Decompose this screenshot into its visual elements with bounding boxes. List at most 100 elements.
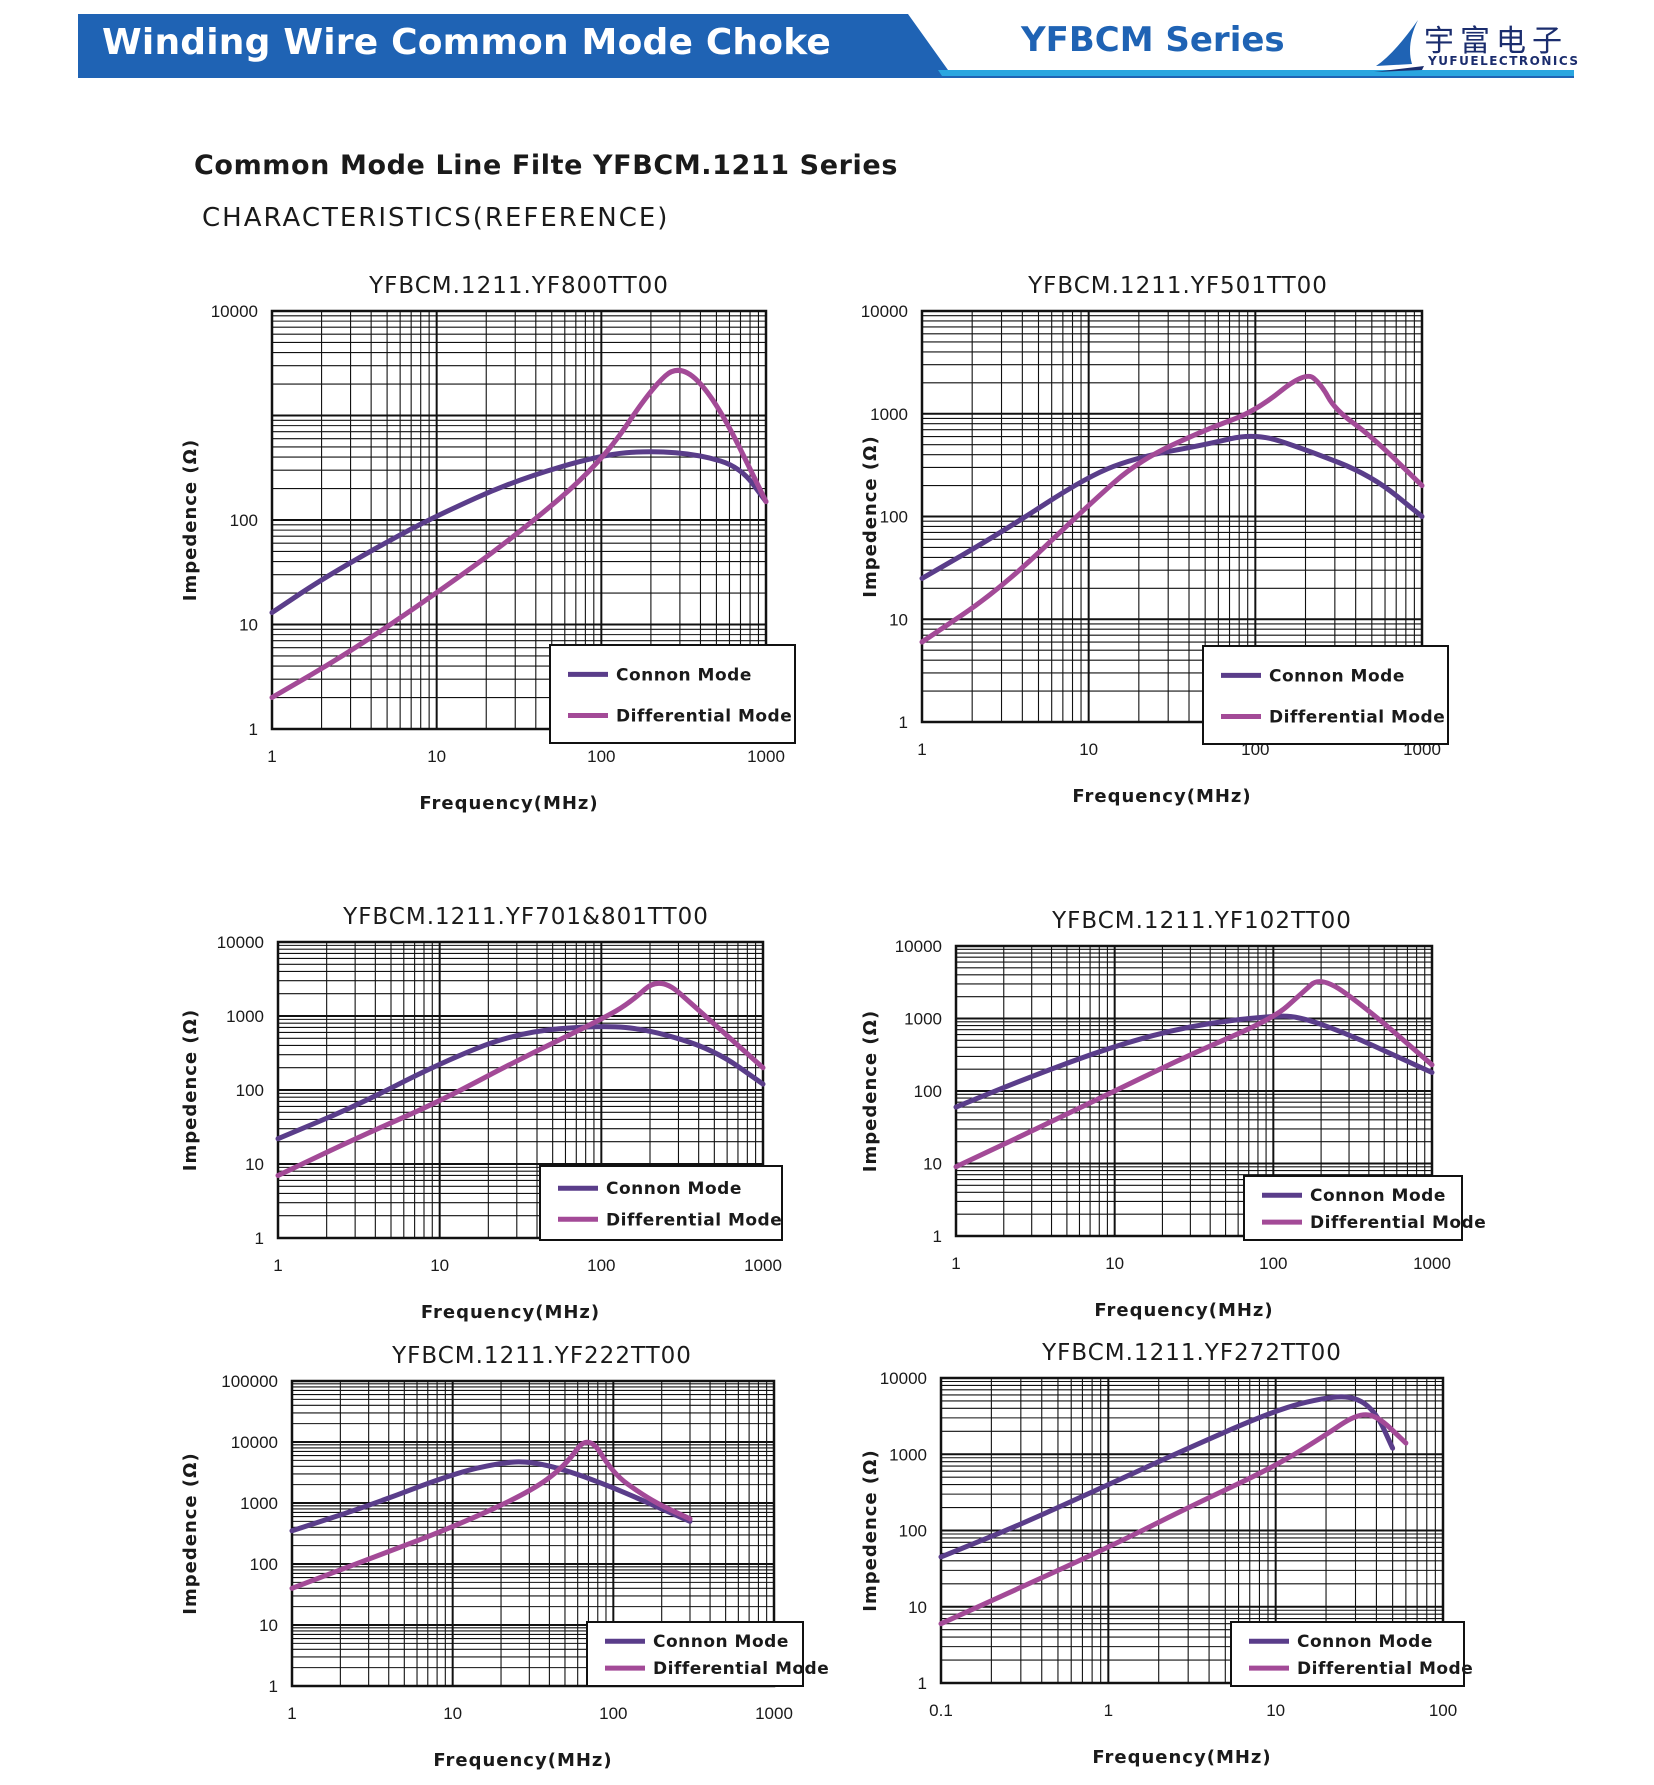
y-tick-label: 1 [269,1677,278,1696]
logo-chinese-text: 宇富电子 [1424,24,1568,59]
legend-box [1243,1175,1463,1241]
y-tick-label: 10000 [217,933,264,952]
legend-box [586,1621,804,1687]
y-tick-label: 1000 [240,1494,278,1513]
y-tick-label: 100 [236,1081,264,1100]
header-band-fill [78,14,1574,78]
series-line-differential-mode [953,979,1435,1170]
series-line-differential-mode [938,1412,1409,1627]
legend-label: Connon Mode [606,1179,742,1199]
y-axis-label: Impedence (Ω) [180,1452,201,1614]
series-line-differential-mode [275,980,766,1178]
chart-5: YFBCM.1211.YF222TT00 1 10 100 1000 10000 10000… [180,1343,829,1771]
x-tick-label: 10 [1079,740,1098,759]
y-tick-label: 10 [889,610,908,629]
chart-title: YFBCM.1211.YF501TT00 [1027,273,1328,299]
y-tick-label: 1000 [226,1007,264,1026]
series-line-common-mode [269,449,769,616]
chart-title: YFBCM.1211.YF102TT00 [1051,908,1352,934]
y-tick-label: 100 [880,508,908,527]
page-header: Winding Wire Common Mode Choke YFBCM Ser… [78,14,1578,78]
y-tick-label: 100000 [221,1372,278,1391]
y-axis-label: Impedence (Ω) [180,1009,201,1171]
logo-mark-icon [1374,20,1424,72]
header-band [78,14,1574,78]
x-tick-label: 1 [287,1704,296,1723]
legend-box [1202,645,1449,745]
chart-title: YFBCM.1211.YF701&801TT00 [342,904,709,930]
x-tick-label: 1 [267,747,276,766]
legend-label: Differential Mode [1269,708,1445,728]
x-tick-label: 1 [917,740,926,759]
y-tick-label: 10 [923,1155,942,1174]
x-tick-label: 1 [951,1254,960,1273]
y-tick-label: 1 [255,1229,264,1248]
x-tick-label: 0.1 [929,1701,953,1720]
legend-label: Connon Mode [1269,666,1405,686]
chart-title: YFBCM.1211.YF272TT00 [1041,1340,1342,1366]
legend-label: Connon Mode [1310,1186,1446,1206]
y-axis-label: Impedence (Ω) [860,435,881,597]
x-tick-label: 10 [443,1704,462,1723]
x-tick-label: 1000 [1413,1254,1451,1273]
y-axis-label: Impedence (Ω) [860,1010,881,1172]
x-axis-label: Frequency(MHz) [419,793,598,814]
x-tick-label: 10 [430,1256,449,1275]
y-tick-label: 1 [899,713,908,732]
legend-box [1230,1621,1465,1687]
x-tick-label: 100 [587,747,615,766]
y-tick-label: 100 [914,1082,942,1101]
header-accent-line [938,70,1574,76]
y-tick-label: 10000 [231,1433,278,1452]
legend-label: Differential Mode [1297,1659,1473,1679]
x-tick-label: 1000 [755,1704,793,1723]
legend-box [539,1165,783,1241]
x-tick-label: 100 [1259,1254,1287,1273]
y-tick-label: 10 [908,1598,927,1617]
x-tick-label: 1000 [744,1256,782,1275]
y-tick-label: 1000 [870,405,908,424]
y-tick-label: 100 [899,1522,927,1541]
series-line-differential-mode [269,367,769,700]
x-axis-label: Frequency(MHz) [433,1750,612,1771]
series-line-common-mode [919,433,1425,581]
y-tick-label: 10 [239,616,258,635]
page-subtitle: CHARACTERISTICS(REFERENCE) [202,203,670,233]
y-tick-label: 10000 [211,302,258,321]
series-line-differential-mode [919,373,1425,645]
y-tick-label: 1 [933,1227,942,1246]
y-axis-label: Impedence (Ω) [860,1449,881,1611]
y-tick-label: 1000 [889,1445,927,1464]
chart-4: YFBCM.1211.YF102TT00 1 10 100 1000 10000 1 10 10… [860,908,1486,1321]
x-tick-label: 1000 [747,747,785,766]
x-axis-label: Frequency(MHz) [1094,1300,1273,1321]
x-tick-label: 100 [587,1256,615,1275]
logo-english-text: YUFUELECTRONICS [1428,54,1580,68]
y-tick-label: 10000 [895,937,942,956]
y-tick-label: 10 [245,1155,264,1174]
series-line-common-mode [289,1459,693,1534]
company-logo: 宇富电子 YUFUELECTRONICS [1372,14,1582,74]
x-axis-label: Frequency(MHz) [1092,1747,1271,1768]
x-axis-label: Frequency(MHz) [421,1302,600,1323]
page-title: Common Mode Line Filte YFBCM.1211 Series [194,150,898,181]
x-tick-label: 1 [1104,1701,1113,1720]
y-tick-label: 1 [249,720,258,739]
x-tick-label: 10 [1105,1254,1124,1273]
x-tick-label: 10 [1266,1701,1285,1720]
y-axis-label: Impedence (Ω) [180,439,201,601]
y-tick-label: 100 [230,511,258,530]
legend-label: Differential Mode [1310,1213,1486,1233]
x-tick-label: 100 [1429,1701,1457,1720]
x-tick-label: 10 [427,747,446,766]
series-line-common-mode [953,1013,1435,1110]
chart-3: YFBCM.1211.YF701&801TT00 1 10 100 1000 10000 1… [180,904,783,1323]
series-line-common-mode [275,1024,766,1142]
legend-label: Differential Mode [616,707,792,727]
y-tick-label: 1000 [904,1010,942,1029]
chart-1: YFBCM.1211.YF800TT00 1 10 100 10000 1 10 100 100… [180,273,796,814]
x-axis-label: Frequency(MHz) [1072,786,1251,807]
chart-title: YFBCM.1211.YF222TT00 [391,1343,692,1369]
